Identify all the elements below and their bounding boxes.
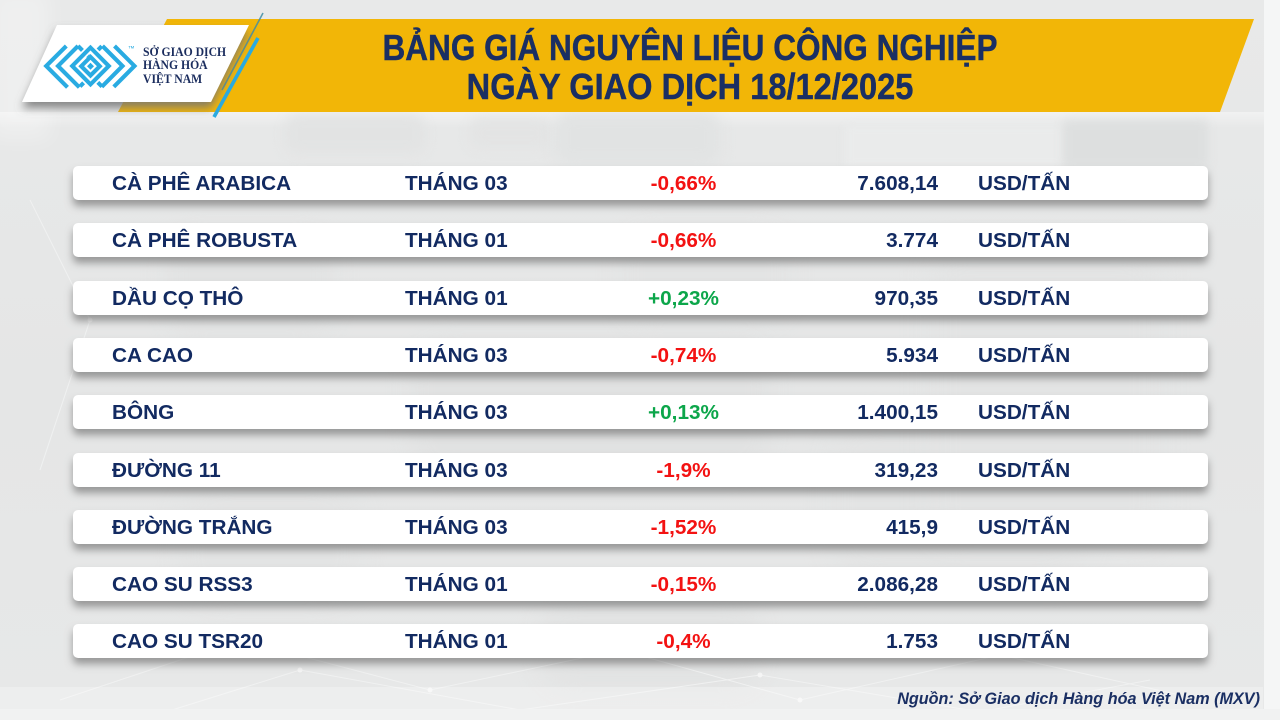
svg-text:™: ™ xyxy=(128,46,135,53)
